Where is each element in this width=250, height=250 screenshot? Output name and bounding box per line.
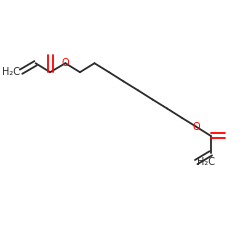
Text: H₂C: H₂C xyxy=(198,157,216,167)
Text: O: O xyxy=(192,122,200,132)
Text: O: O xyxy=(62,58,69,68)
Text: H₂C: H₂C xyxy=(2,67,20,77)
